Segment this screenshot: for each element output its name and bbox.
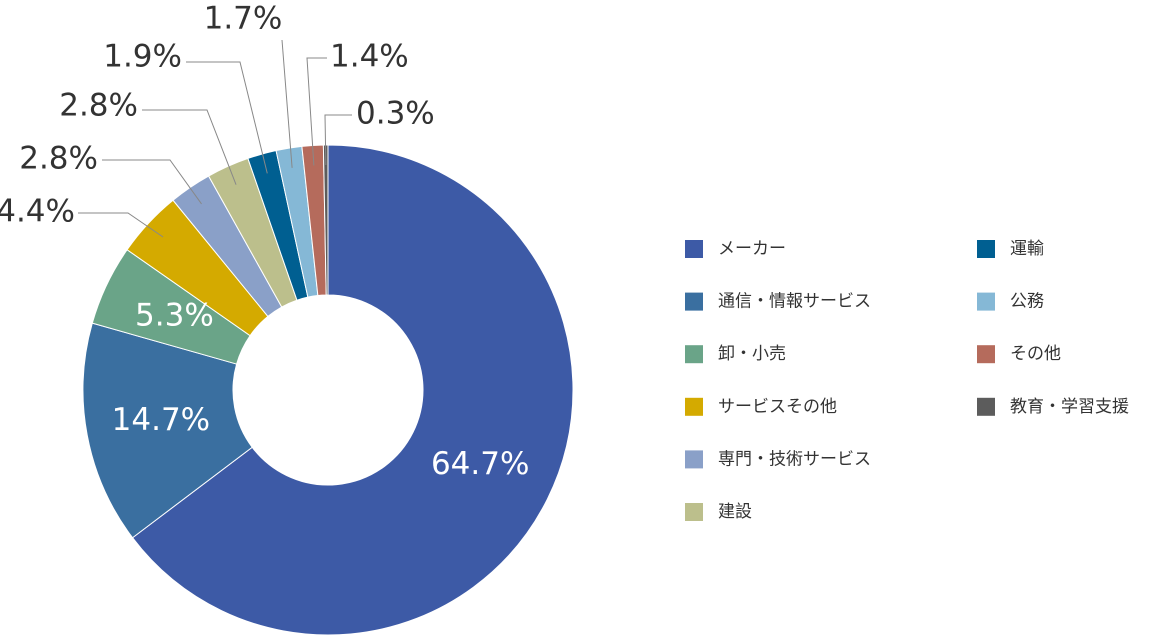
data-label: 64.7% <box>431 446 529 482</box>
data-label: 2.8% <box>19 141 98 177</box>
leader-line <box>186 61 268 174</box>
data-label: 5.3% <box>135 298 214 334</box>
donut-slice <box>131 144 574 636</box>
leader-line <box>281 39 293 168</box>
legend-label: 通信・情報サービス <box>718 292 871 312</box>
legend-swatch <box>685 345 703 364</box>
legend-swatch <box>977 240 995 258</box>
data-label: 1.9% <box>103 39 182 75</box>
legend-swatch <box>685 450 703 469</box>
legend-label: サービスその他 <box>718 397 837 417</box>
legend-label: メーカー <box>718 239 786 259</box>
data-label: 1.4% <box>330 39 409 75</box>
legend-label: 運輸 <box>1010 239 1044 259</box>
data-label: 2.8% <box>59 88 138 124</box>
legend-swatch <box>977 397 995 416</box>
donut-slice <box>322 144 329 296</box>
leader-line <box>324 114 352 166</box>
data-label: 4.4% <box>0 194 75 230</box>
legend-swatch <box>685 397 703 416</box>
legend-label: 卸・小売 <box>718 344 786 364</box>
legend-swatch <box>977 345 995 364</box>
legend-label: その他 <box>1010 344 1061 364</box>
legend-label: 専門・技術サービス <box>718 449 871 469</box>
legend-label: 公務 <box>1010 292 1044 312</box>
legend-swatch <box>685 240 703 258</box>
leader-line <box>306 57 327 166</box>
legend-swatch <box>685 503 703 521</box>
data-label: 1.7% <box>204 1 283 37</box>
leader-line <box>102 159 202 205</box>
donut-slice <box>82 322 253 539</box>
legend-label: 建設 <box>718 502 752 522</box>
data-label: 0.3% <box>356 96 435 132</box>
legend-swatch <box>977 292 995 311</box>
leader-line <box>78 212 164 238</box>
leader-line <box>142 109 237 185</box>
legend-label: 教育・学習支援 <box>1010 397 1129 417</box>
data-label: 14.7% <box>112 402 210 438</box>
legend-swatch <box>685 292 703 311</box>
